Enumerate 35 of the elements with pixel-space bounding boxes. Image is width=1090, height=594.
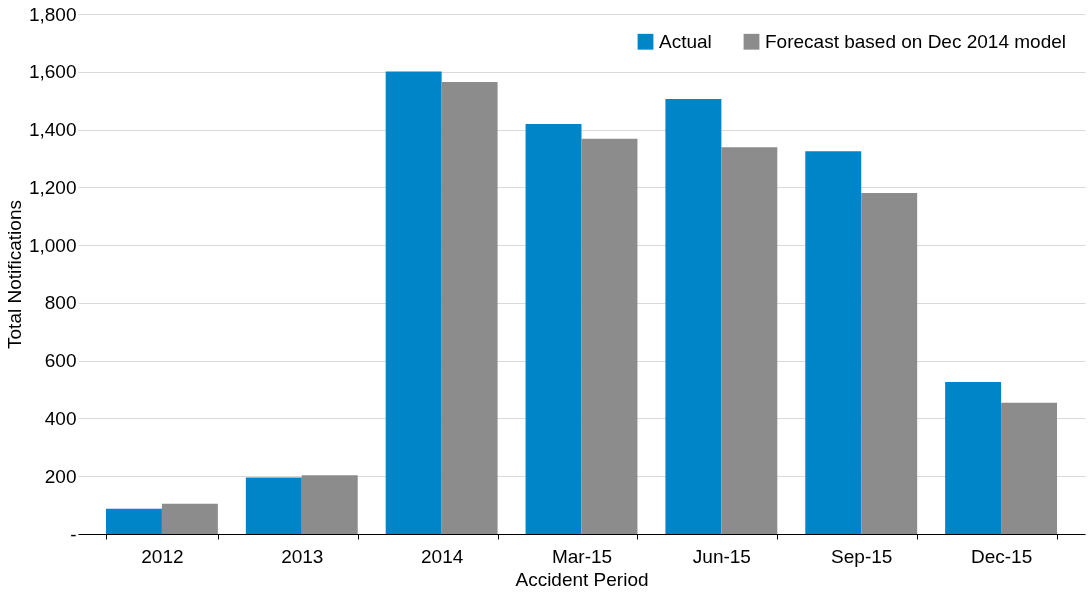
x-tick-label: 2012 [141, 545, 184, 567]
legend-label: Actual [659, 30, 712, 52]
y-tick-label: 1,000 [28, 234, 77, 256]
y-tick-label: 1,200 [28, 176, 77, 198]
bar [105, 508, 162, 534]
y-tick-label: 1,600 [28, 61, 77, 83]
x-tick-label: 2014 [421, 545, 464, 567]
y-tick-label: 400 [44, 407, 77, 429]
y-tick-label: 1,400 [28, 119, 77, 141]
y-tick-label: 800 [44, 292, 77, 314]
y-axis-title: Total Notifications [3, 200, 25, 349]
bar [441, 81, 498, 534]
bar [861, 193, 918, 534]
bar [525, 124, 582, 534]
bar [385, 71, 442, 534]
bar [721, 147, 778, 534]
bar [301, 475, 358, 534]
x-axis-title: Accident Period [515, 568, 649, 590]
bar [245, 477, 302, 534]
y-tick-label: 200 [44, 465, 77, 487]
bar [945, 382, 1002, 534]
bar [581, 138, 638, 534]
bar [1001, 402, 1058, 534]
y-tick-label: 1,800 [28, 3, 77, 25]
bar [665, 98, 722, 534]
x-tick-label: 2013 [281, 545, 324, 567]
legend-label: Forecast based on Dec 2014 model [765, 30, 1067, 52]
x-tick-label: Dec-15 [970, 545, 1033, 567]
y-tick-label: 600 [44, 350, 77, 372]
x-tick-label: Mar-15 [551, 545, 613, 567]
bar [161, 503, 218, 534]
x-tick-label: Sep-15 [831, 545, 893, 567]
bar [805, 151, 862, 534]
y-tick-label: - [70, 523, 77, 545]
x-tick-label: Jun-15 [692, 545, 751, 567]
